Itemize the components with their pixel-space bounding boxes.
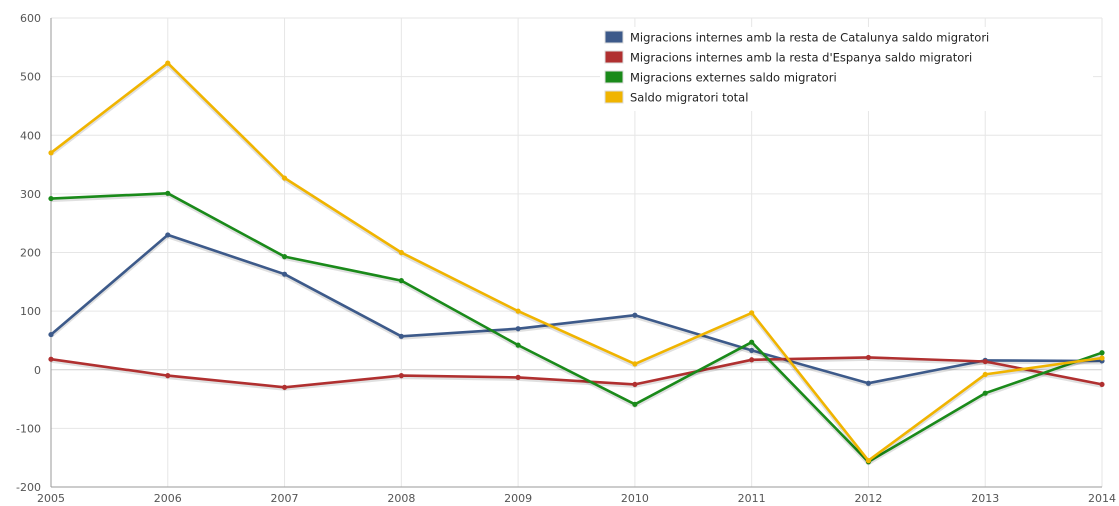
axes: -200 -100 0 100 200 300 400 500 600 2005 2006 2007 2… <box>16 12 1116 505</box>
data-point[interactable] <box>515 374 521 380</box>
data-point[interactable] <box>982 390 988 396</box>
x-tick-label: 2005 <box>37 492 65 505</box>
data-point[interactable] <box>749 357 755 363</box>
data-point[interactable] <box>632 401 638 407</box>
legend-box <box>600 27 1093 111</box>
x-tick-label: 2011 <box>738 492 766 505</box>
legend-label[interactable]: Migracions internes amb la resta d'Espan… <box>630 51 972 65</box>
legend-label[interactable]: Saldo migratori total <box>630 91 748 105</box>
data-point[interactable] <box>281 254 288 260</box>
data-point[interactable] <box>398 278 404 284</box>
data-point[interactable] <box>865 458 872 464</box>
data-point[interactable] <box>632 361 638 367</box>
data-point[interactable] <box>48 150 54 156</box>
data-point[interactable] <box>1099 350 1105 356</box>
series-3 <box>48 190 1105 466</box>
series-line <box>50 356 1103 389</box>
data-point[interactable] <box>749 339 755 345</box>
data-point[interactable] <box>749 347 755 354</box>
x-tick-label: 2008 <box>387 492 415 505</box>
legend-label[interactable]: Migracions internes amb la resta de Cata… <box>630 31 989 45</box>
y-tick-label: 600 <box>20 12 41 25</box>
data-point[interactable] <box>515 308 521 314</box>
data-point[interactable] <box>865 380 872 386</box>
series-lines <box>48 60 1105 466</box>
data-point[interactable] <box>398 333 404 339</box>
series-line-shadow <box>50 356 1103 391</box>
data-point[interactable] <box>165 190 171 196</box>
series-line <box>50 192 1103 464</box>
series-line <box>50 233 1103 385</box>
data-point[interactable] <box>515 326 521 332</box>
data-point[interactable] <box>1099 381 1105 388</box>
series-line-shadow <box>49 234 1103 387</box>
y-tick-label: 500 <box>20 71 41 84</box>
data-point[interactable] <box>515 342 521 348</box>
y-tick-label: 100 <box>20 305 41 318</box>
legend-swatch <box>604 90 624 104</box>
data-point[interactable] <box>281 271 288 277</box>
data-point[interactable] <box>48 356 54 362</box>
data-point[interactable] <box>165 373 171 379</box>
data-point[interactable] <box>398 249 404 256</box>
y-tick-label: 400 <box>20 129 41 142</box>
legend: Migracions internes amb la resta de Cata… <box>600 27 1093 111</box>
data-point[interactable] <box>982 371 988 378</box>
data-point[interactable] <box>281 175 288 181</box>
series-4 <box>48 60 1105 465</box>
series-line <box>50 61 1103 462</box>
data-point[interactable] <box>281 384 288 390</box>
y-tick-label: 200 <box>20 247 41 260</box>
legend-label[interactable]: Migracions externes saldo migratori <box>630 71 837 85</box>
data-point[interactable] <box>165 60 171 66</box>
y-tick-label: -200 <box>16 481 41 494</box>
data-point[interactable] <box>398 373 404 379</box>
y-tick-label: 300 <box>20 188 41 201</box>
y-tick-label: 0 <box>34 364 41 377</box>
data-point[interactable] <box>48 195 54 202</box>
series-2 <box>48 354 1105 391</box>
x-tick-label: 2014 <box>1088 492 1116 505</box>
x-tick-label: 2013 <box>971 492 999 505</box>
legend-swatch <box>604 50 624 64</box>
data-point[interactable] <box>865 354 872 361</box>
data-point[interactable] <box>982 358 988 365</box>
data-point[interactable] <box>749 310 755 316</box>
data-point[interactable] <box>165 232 171 238</box>
x-tick-label: 2006 <box>154 492 182 505</box>
x-tick-label: 2010 <box>621 492 649 505</box>
legend-swatch <box>604 30 624 44</box>
data-point[interactable] <box>632 312 638 318</box>
legend-swatch <box>604 70 624 84</box>
data-point[interactable] <box>48 331 54 338</box>
x-tick-label: 2007 <box>271 492 299 505</box>
series-line-shadow <box>50 192 1103 466</box>
series-line-shadow <box>49 62 1103 465</box>
x-tick-label: 2009 <box>504 492 532 505</box>
data-point[interactable] <box>632 381 638 388</box>
x-tick-label: 2012 <box>854 492 882 505</box>
data-point[interactable] <box>1099 355 1105 361</box>
y-tick-label: -100 <box>16 422 41 435</box>
